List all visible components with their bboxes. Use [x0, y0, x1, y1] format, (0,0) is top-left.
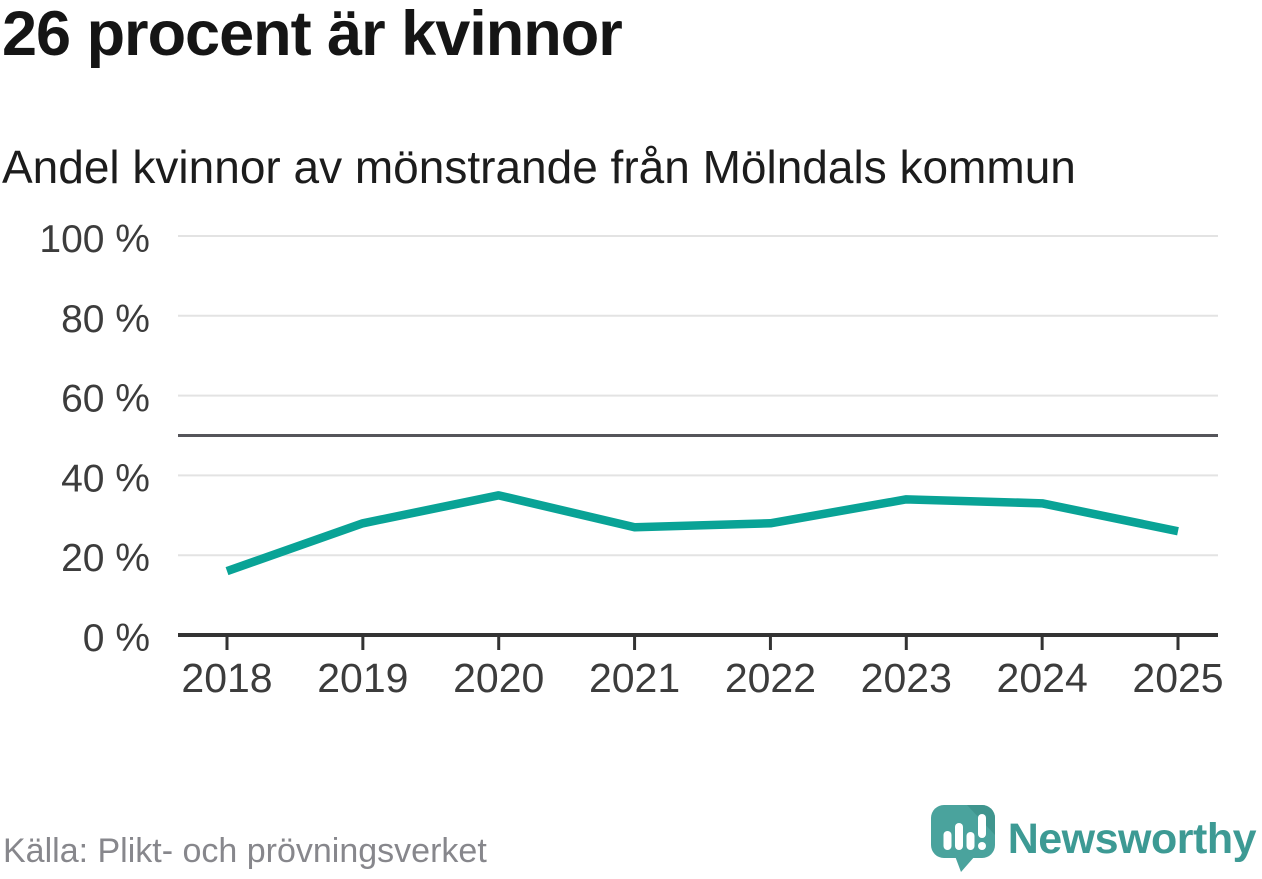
- x-axis-label: 2021: [589, 655, 680, 701]
- y-axis-label: 40 %: [61, 457, 150, 500]
- newsworthy-logo: Newsworthy: [930, 805, 1257, 873]
- data-line: [225, 491, 1179, 576]
- source-caption: Källa: Plikt- och prövningsverket: [3, 832, 487, 870]
- x-axis-label: 2023: [861, 655, 952, 701]
- y-axis-label: 60 %: [61, 378, 150, 421]
- y-axis-label: 20 %: [61, 537, 150, 580]
- x-axis-label: 2024: [997, 655, 1088, 701]
- page-title: 26 procent är kvinnor: [2, 0, 623, 69]
- x-axis-label: 2025: [1132, 655, 1223, 701]
- y-axis-label: 0 %: [83, 617, 150, 660]
- y-axis-label: 80 %: [61, 298, 150, 341]
- newsworthy-speech-bubble-bar-chart-icon: [930, 805, 995, 872]
- x-axis-label: 2018: [181, 655, 272, 701]
- x-axis-label: 2022: [725, 655, 816, 701]
- chart-subtitle: Andel kvinnor av mönstrande från Mölndal…: [2, 141, 1076, 193]
- y-axis-label: 100 %: [39, 218, 150, 261]
- x-axis-label: 2019: [317, 655, 408, 701]
- x-axis-label: 2020: [453, 655, 544, 701]
- newsworthy-wordmark: Newsworthy: [1007, 814, 1257, 863]
